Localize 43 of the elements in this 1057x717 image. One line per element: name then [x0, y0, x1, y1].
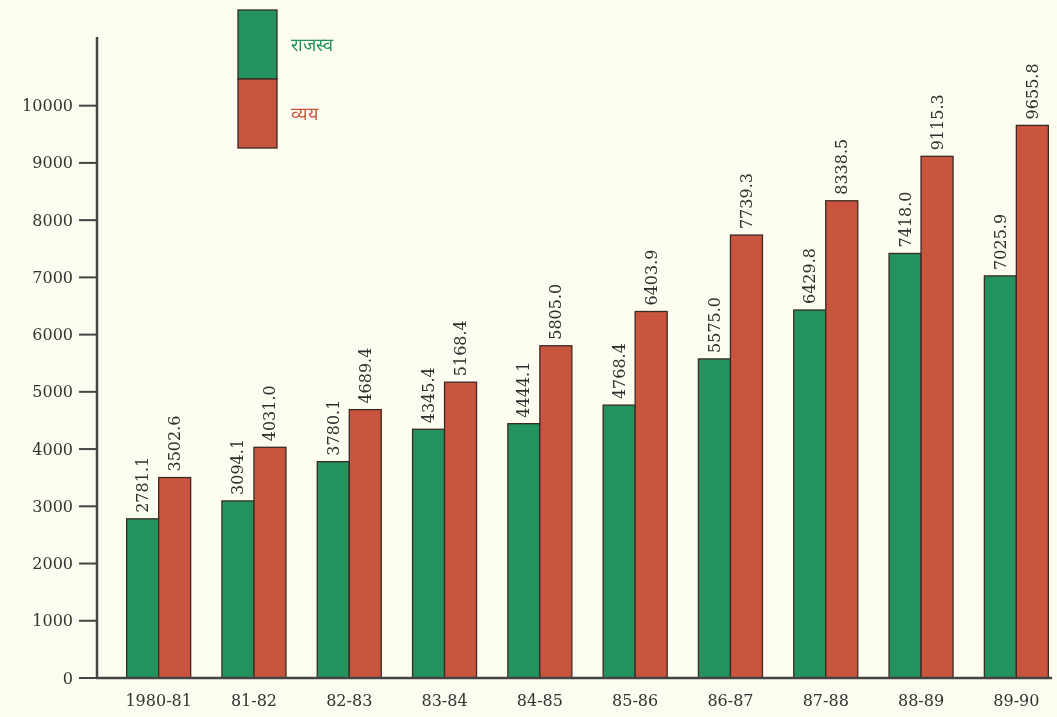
- data-label: 9655.8: [1022, 63, 1042, 120]
- data-label: 6403.9: [641, 249, 661, 306]
- data-label: 7739.3: [736, 173, 756, 230]
- y-tick-label: 2000: [32, 554, 73, 574]
- data-label: 3094.1: [228, 438, 248, 495]
- x-tick-label: 82-83: [326, 690, 373, 710]
- data-label: 5168.4: [451, 320, 471, 377]
- x-tick-label: 89-90: [993, 690, 1040, 710]
- data-label: 4444.1: [514, 361, 534, 418]
- y-tick-label: 3000: [32, 496, 73, 516]
- data-label: 7418.0: [895, 191, 915, 248]
- data-label: 5575.0: [704, 296, 724, 353]
- legend-item: व्यय: [237, 78, 318, 149]
- x-tick-label: 86-87: [707, 690, 754, 710]
- data-label: 6429.8: [800, 248, 820, 305]
- y-tick-label: 5000: [32, 382, 73, 402]
- data-label: 2781.1: [133, 456, 153, 513]
- x-tick-label: 88-89: [897, 690, 945, 710]
- data-label: 5805.0: [546, 283, 566, 340]
- y-tick-label: 9000: [32, 153, 73, 173]
- data-label: 3502.6: [165, 415, 185, 472]
- y-tick-label: 7000: [32, 267, 73, 287]
- data-label: 4345.4: [419, 367, 439, 424]
- y-tick-label: 8000: [32, 210, 73, 230]
- data-label: 9115.3: [927, 94, 947, 151]
- y-tick-label: 6000: [32, 325, 73, 345]
- data-label: 3780.1: [323, 399, 343, 456]
- y-tick-label: 1000: [32, 611, 73, 631]
- data-label: 4768.4: [609, 343, 629, 400]
- data-label: 7025.9: [990, 213, 1010, 270]
- x-tick-label: 81-82: [230, 690, 278, 710]
- data-label: 4689.4: [355, 347, 375, 404]
- y-tick-label: 4000: [32, 439, 73, 459]
- legend-item: राजस्व: [237, 9, 333, 80]
- x-tick-label: 1980-81: [125, 690, 192, 710]
- data-label: 8338.5: [832, 138, 852, 195]
- x-tick-label: 83-84: [421, 690, 468, 710]
- y-tick-label: 0: [62, 668, 73, 688]
- y-tick-label: 10000: [22, 96, 73, 116]
- x-tick-label: 87-88: [802, 690, 849, 710]
- x-tick-label: 85-86: [612, 690, 659, 710]
- x-tick-label: 84-85: [516, 690, 563, 710]
- data-label: 4031.0: [260, 385, 280, 442]
